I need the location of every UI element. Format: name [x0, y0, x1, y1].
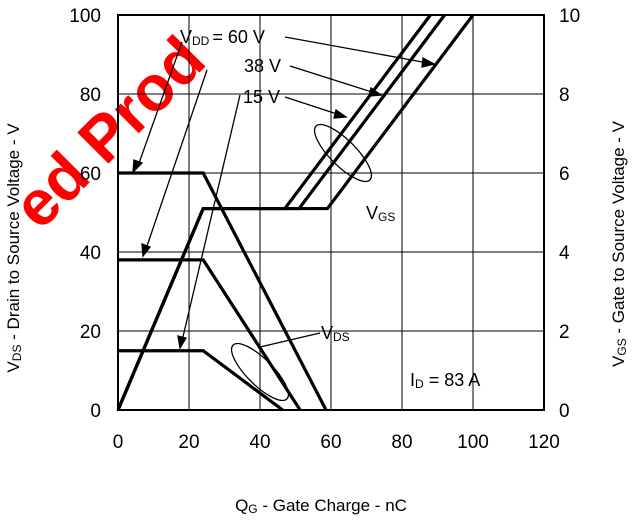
- plot-frame: [117, 14, 545, 411]
- y-left-tick-label: 60: [80, 164, 101, 185]
- x-tick-label: 0: [113, 432, 124, 453]
- y-right-axis-title: VGS - Gate to Source Voltage - V: [609, 120, 629, 367]
- drain-current-label: ID = 83 A: [410, 370, 480, 391]
- y-left-tick-labels: 0 20 40 60 80 100: [69, 6, 101, 422]
- vds-group-ellipse: [230, 342, 290, 402]
- y-left-tick-label: 100: [69, 6, 101, 27]
- y-right-tick-label: 8: [559, 85, 570, 106]
- vds-curve-label: VDS: [321, 323, 350, 344]
- vgs-series: [116, 14, 475, 411]
- vds-line-38v: [118, 258, 302, 411]
- vdd-15-label: 15 V: [243, 87, 280, 107]
- y-left-tick-label: 20: [80, 322, 101, 343]
- x-tick-label: 80: [391, 432, 412, 453]
- x-tick-label: 60: [320, 432, 341, 453]
- x-tick-label: 100: [457, 432, 489, 453]
- y-right-tick-label: 2: [559, 322, 570, 343]
- y-right-tick-label: 6: [559, 164, 570, 185]
- y-left-tick-label: 80: [80, 85, 101, 106]
- x-tick-label: 20: [178, 432, 199, 453]
- vdd-38-label: 38 V: [244, 56, 281, 76]
- y-right-tick-label: 10: [559, 6, 580, 27]
- y-left-tick-label: 0: [90, 401, 101, 422]
- vds-series: [118, 171, 328, 412]
- vdd-60-label: VDD = 60 V: [180, 27, 265, 48]
- y-left-tick-label: 40: [80, 243, 101, 264]
- vgs-group-ellipse: [313, 123, 373, 183]
- x-axis-title: QG - Gate Charge - nC: [235, 496, 407, 516]
- vgs-line-15v: [116, 14, 432, 411]
- vds-line-60v: [118, 171, 328, 411]
- annotation-arrows: [132, 36, 436, 350]
- vgs-curve-label: VGS: [366, 203, 395, 224]
- vds-line-15v: [118, 349, 284, 412]
- x-tick-labels: 0 20 40 60 80 100 120: [113, 432, 560, 453]
- y-right-tick-labels: 0 2 4 6 8 10: [559, 6, 580, 422]
- y-right-tick-label: 0: [559, 401, 570, 422]
- x-tick-label: 40: [249, 432, 270, 453]
- x-tick-label: 120: [528, 432, 560, 453]
- y-right-tick-label: 4: [559, 243, 570, 264]
- y-left-axis-title: VDS - Drain to Source Voltage - V: [4, 123, 24, 373]
